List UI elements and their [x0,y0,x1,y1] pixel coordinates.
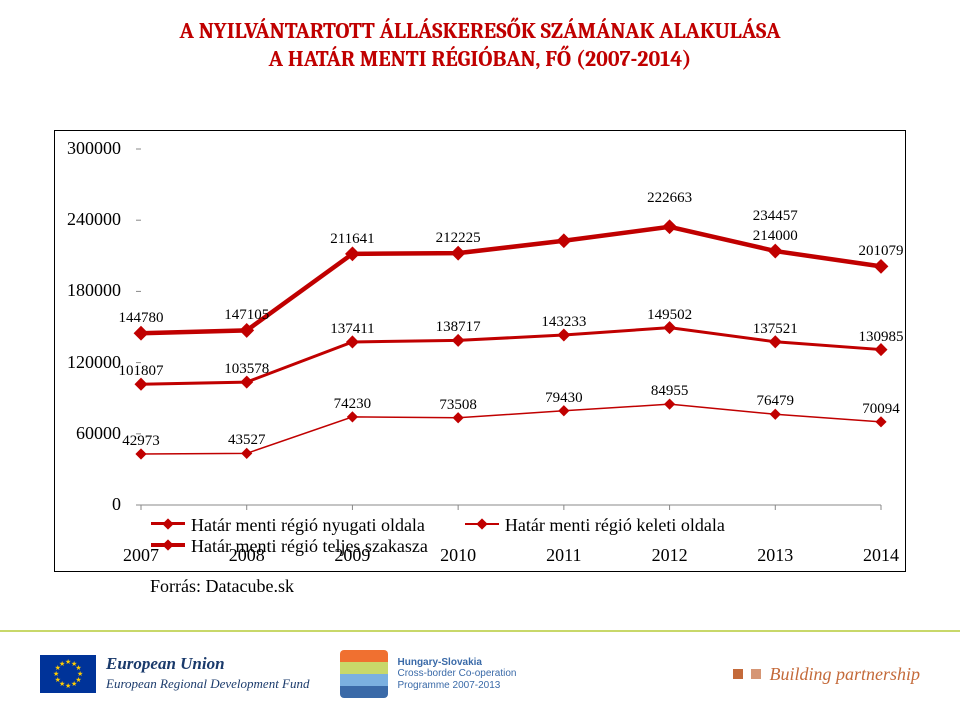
eu-flag-icon: ★★★★★★★★★★★★ [40,655,96,693]
y-tick-label: 180000 [55,280,121,301]
y-tick-label: 300000 [55,138,121,159]
data-label: 43527 [228,432,266,449]
data-label: 130985 [859,329,904,346]
data-label: 73508 [439,397,477,414]
husk-logo-icon [340,650,388,698]
title-line-1: A NYILVÁNTARTOTT ÁLLÁSKERESŐK SZÁMÁNAK A… [180,18,781,44]
data-label: 222663 [647,190,692,207]
data-label: 149502 [647,307,692,324]
husk-line1: Hungary-Slovakia [398,657,482,668]
legend: Határ menti régió nyugati oldalaHatár me… [151,515,765,557]
source-label: Forrás: Datacube.sk [150,576,294,597]
footer-bar: ★★★★★★★★★★★★ European Union European Reg… [0,630,960,716]
legend-label: Határ menti régió nyugati oldala [191,515,425,535]
slide-title: A NYILVÁNTARTOTT ÁLLÁSKERESŐK SZÁMÁNAK A… [0,0,960,73]
eu-block: ★★★★★★★★★★★★ European Union European Reg… [40,655,310,693]
data-label: 42973 [122,433,160,450]
husk-line3: Programme 2007-2013 [398,680,501,691]
legend-item: Határ menti régió nyugati oldala [151,515,425,535]
data-label: 103578 [224,361,269,378]
data-label: 144780 [119,310,164,327]
data-label: 234457 [753,208,798,225]
data-label: 70094 [862,401,900,418]
legend-item: Határ menti régió teljes szakasza [151,536,428,556]
legend-label: Határ menti régió teljes szakasza [191,536,428,556]
brick-icon [751,669,761,679]
eu-line1: European Union [106,654,225,673]
data-label: 143233 [541,314,586,331]
title-line-2: A HATÁR MENTI RÉGIÓBAN, FŐ (2007-2014) [269,46,692,72]
y-tick-label: 120000 [55,352,121,373]
data-label: 201079 [859,243,904,260]
y-tick-label: 0 [55,494,121,515]
eu-text: European Union European Regional Develop… [106,655,310,692]
chart-frame: 0600001200001800002400003000002007200820… [54,130,906,572]
data-label: 76479 [757,393,795,410]
data-label: 84955 [651,383,689,400]
data-label: 74230 [334,396,372,413]
partnership-block: Building partnership [733,664,920,685]
data-label: 137521 [753,321,798,338]
legend-item: Határ menti régió keleti oldala [465,515,725,535]
data-label: 147105 [224,307,269,324]
data-label: 101807 [119,363,164,380]
eu-line2: European Regional Development Fund [106,676,310,691]
brick-icon [733,669,743,679]
legend-label: Határ menti régió keleti oldala [505,515,725,535]
data-label: 211641 [330,231,374,248]
slide: A NYILVÁNTARTOTT ÁLLÁSKERESŐK SZÁMÁNAK A… [0,0,960,716]
data-label: 79430 [545,390,583,407]
data-label: 212225 [436,230,481,247]
x-tick-label: 2014 [851,545,911,566]
husk-block: Hungary-Slovakia Cross-border Co-operati… [340,650,517,698]
husk-line2: Cross-border Co-operation [398,668,517,679]
data-label: 138717 [436,319,481,336]
y-tick-label: 60000 [55,423,121,444]
line-chart [55,131,905,571]
data-label: 214000 [753,228,798,245]
y-tick-label: 240000 [55,209,121,230]
husk-text: Hungary-Slovakia Cross-border Co-operati… [398,657,517,692]
data-label: 137411 [330,321,374,338]
partnership-text: Building partnership [769,664,920,685]
